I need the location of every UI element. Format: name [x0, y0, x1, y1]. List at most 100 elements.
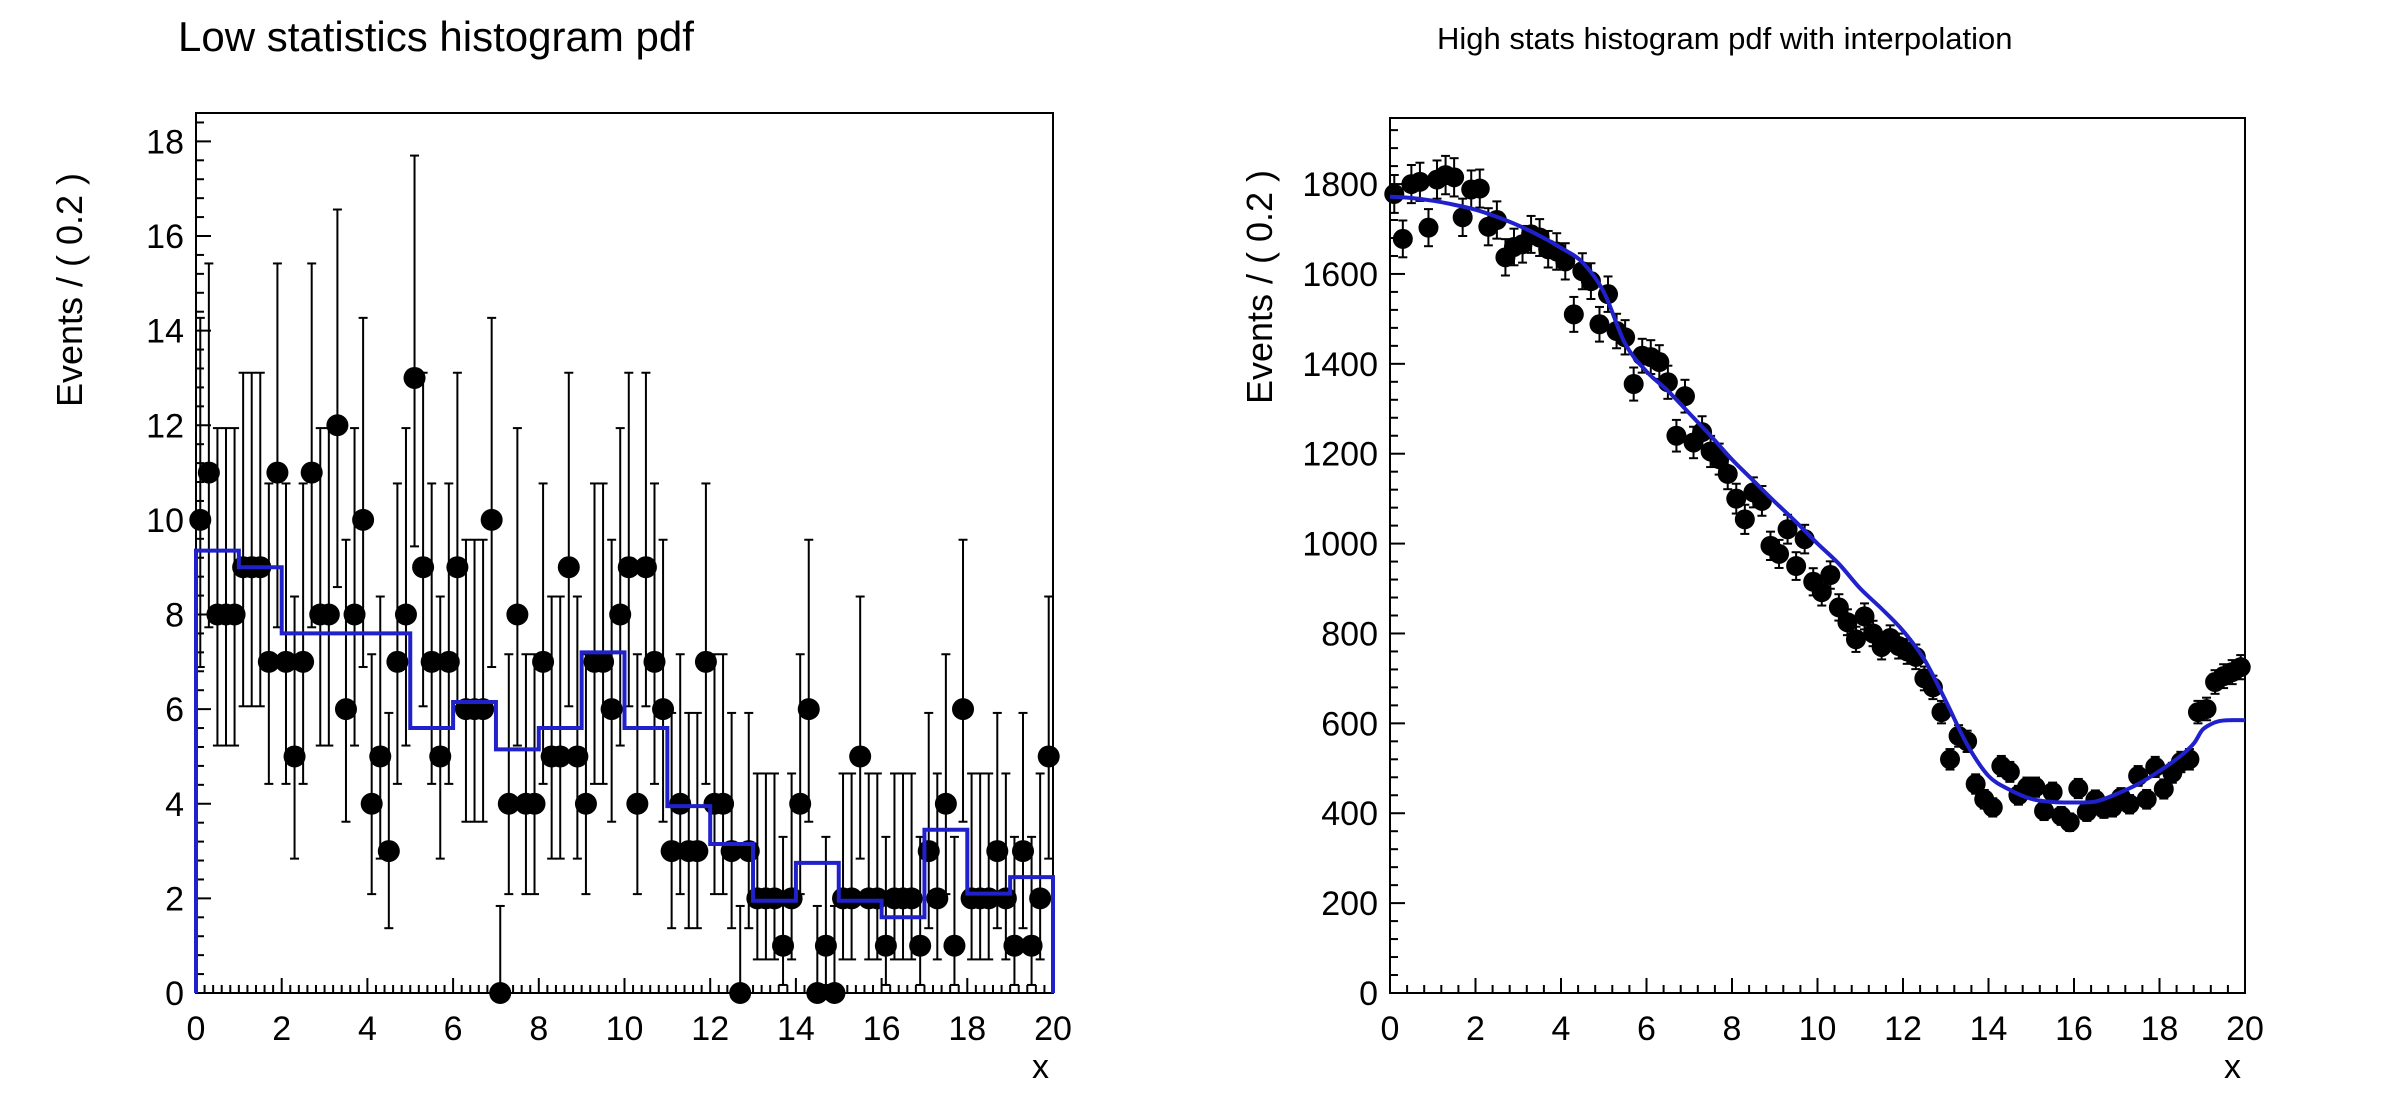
data-marker	[189, 508, 212, 531]
data-marker	[377, 840, 400, 863]
data-marker	[257, 650, 280, 673]
data-marker	[317, 603, 340, 626]
data-marker	[266, 461, 289, 484]
data-marker	[532, 650, 555, 673]
data-marker	[634, 556, 657, 579]
x-tick-label: 8	[1723, 1010, 1742, 1048]
data-marker	[1726, 488, 1747, 509]
data-marker	[660, 840, 683, 863]
x-tick-label: 2	[1466, 1010, 1485, 1048]
x-tick-label: 18	[948, 1010, 986, 1048]
data-marker	[1037, 745, 1060, 768]
data-marker	[326, 414, 349, 437]
data-marker	[1982, 797, 2003, 818]
data-marker	[1003, 934, 1026, 957]
data-marker	[806, 982, 829, 1004]
data-marker	[420, 650, 443, 673]
x-tick-label: 14	[777, 1010, 815, 1048]
data-marker	[986, 840, 1009, 863]
x-tick-label: 8	[529, 1010, 548, 1048]
x-tick-label: 2	[272, 1010, 291, 1048]
data-marker	[1418, 217, 1439, 238]
data-marker	[412, 556, 435, 579]
data-marker	[772, 934, 795, 957]
y-tick-label: 400	[1321, 795, 1378, 833]
x-tick-label: 20	[2226, 1010, 2264, 1048]
y-tick-label: 1600	[1302, 256, 1378, 294]
data-marker	[934, 792, 957, 815]
y-tick-label: 18	[146, 123, 184, 161]
data-points	[189, 154, 1060, 1004]
y-tick-label: 12	[146, 407, 184, 445]
y-axis: 0 2 4 6 8 10 12 14 16 18 Events / ( 0.2 )	[49, 121, 211, 1013]
x-tick-label: 18	[2141, 1010, 2179, 1048]
data-marker	[609, 603, 632, 626]
y-axis-title: Events / ( 0.2 )	[49, 173, 90, 407]
data-marker	[223, 603, 246, 626]
data-marker	[1845, 629, 1866, 650]
data-marker	[1555, 251, 1576, 272]
x-tick-label: 20	[1034, 1010, 1072, 1048]
data-marker	[574, 792, 597, 815]
data-marker	[566, 745, 589, 768]
x-tick-label: 0	[187, 1010, 206, 1048]
data-marker	[814, 934, 837, 957]
y-tick-label: 1200	[1302, 436, 1378, 474]
data-marker	[626, 792, 649, 815]
data-marker	[2042, 782, 2063, 803]
data-marker	[1828, 597, 1849, 618]
data-marker	[600, 698, 623, 721]
data-marker	[823, 982, 846, 1004]
data-marker	[1452, 207, 1473, 228]
data-marker	[352, 508, 375, 531]
x-tick-label: 6	[1637, 1010, 1656, 1048]
y-axis: 0 200 400 600 800 1000 1200 1400 1600 1800 Events …	[1239, 129, 1405, 1013]
data-marker	[926, 887, 949, 910]
data-marker	[669, 792, 692, 815]
x-tick-label: 6	[444, 1010, 463, 1048]
data-marker	[506, 603, 529, 626]
y-tick-label: 16	[146, 218, 184, 256]
data-marker	[523, 792, 546, 815]
data-marker	[849, 745, 872, 768]
data-marker	[900, 887, 923, 910]
data-marker	[1811, 582, 1832, 603]
data-marker	[480, 508, 503, 531]
data-marker	[840, 887, 863, 910]
data-marker	[274, 650, 297, 673]
data-marker	[437, 650, 460, 673]
data-marker	[1709, 449, 1730, 470]
data-marker	[1444, 167, 1465, 188]
data-marker	[1384, 183, 1405, 204]
data-marker	[2196, 698, 2217, 719]
y-axis-title: Events / ( 0.2 )	[1239, 170, 1280, 404]
y-tick-label: 8	[165, 597, 184, 635]
x-tick-label: 4	[358, 1010, 377, 1048]
data-marker	[549, 745, 572, 768]
data-marker	[592, 650, 615, 673]
x-tick-label: 10	[1799, 1010, 1837, 1048]
data-marker	[1666, 425, 1687, 446]
data-marker	[1837, 612, 1858, 633]
data-marker	[386, 650, 409, 673]
data-marker	[557, 556, 580, 579]
data-marker	[797, 698, 820, 721]
data-marker	[2119, 794, 2140, 815]
data-marker	[300, 461, 323, 484]
data-marker	[712, 792, 735, 815]
data-marker	[652, 698, 675, 721]
data-marker	[394, 603, 417, 626]
y-tick-label: 4	[165, 786, 184, 824]
data-marker	[1940, 749, 1961, 770]
x-tick-label: 4	[1552, 1010, 1571, 1048]
data-marker	[1734, 509, 1755, 530]
data-marker	[1820, 565, 1841, 586]
data-marker	[1692, 422, 1713, 443]
x-tick-label: 0	[1381, 1010, 1400, 1048]
data-marker	[1469, 178, 1490, 199]
data-marker	[2034, 800, 2055, 821]
data-marker	[943, 934, 966, 957]
x-axis-title: x	[2224, 1048, 2241, 1086]
data-marker	[1563, 304, 1584, 325]
